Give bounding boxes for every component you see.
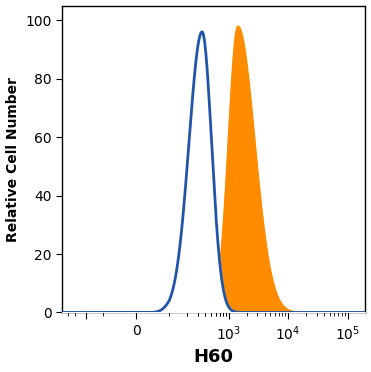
X-axis label: H60: H60 [194,349,234,366]
Y-axis label: Relative Cell Number: Relative Cell Number [6,77,20,241]
